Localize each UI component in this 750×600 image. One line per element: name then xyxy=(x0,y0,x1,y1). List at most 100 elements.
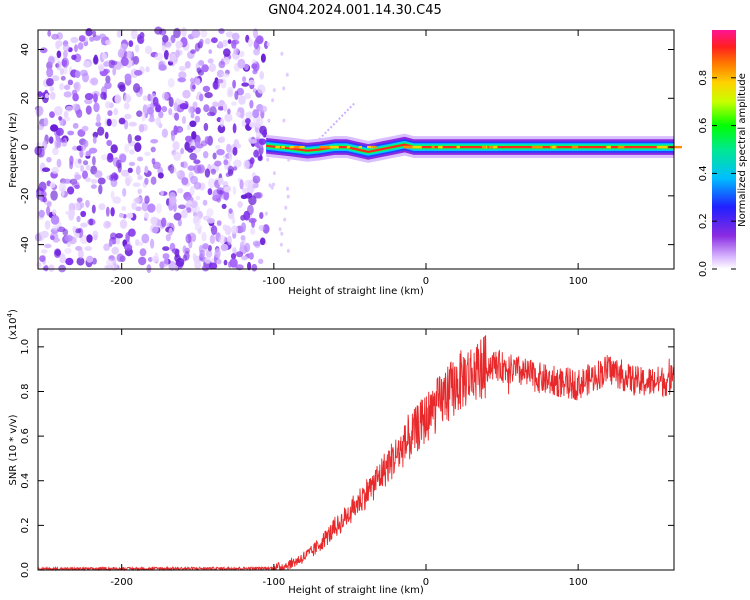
noise-blob xyxy=(64,248,72,254)
noise-blob xyxy=(56,158,62,168)
carrier-speck xyxy=(346,145,351,149)
noise-blob xyxy=(171,248,180,254)
noise-blob xyxy=(252,109,260,119)
snr-y-ticks: 0.0 0.2 0.4 0.6 0.8 1.0 xyxy=(20,339,674,578)
noise-blob xyxy=(191,29,201,39)
noise-blob xyxy=(211,37,218,44)
noise-blob xyxy=(189,185,195,196)
noise-blob xyxy=(44,93,49,99)
noise-blob xyxy=(133,55,140,65)
noise-blob xyxy=(56,50,62,59)
noise-blob xyxy=(110,60,118,66)
noise-blob xyxy=(67,130,75,136)
noise-blob xyxy=(170,34,176,44)
noise-blob xyxy=(212,152,217,160)
noise-blob xyxy=(202,243,209,250)
y-tick-label: 1.0 xyxy=(20,339,31,355)
noise-blob xyxy=(132,182,141,188)
noise-blob xyxy=(169,163,175,174)
noise-blob xyxy=(123,102,130,110)
noise-blob xyxy=(244,92,252,100)
noise-blob xyxy=(252,175,261,184)
noise-blob xyxy=(52,225,60,231)
noise-blob xyxy=(110,232,117,240)
noise-blob xyxy=(206,218,215,224)
noise-blob xyxy=(51,33,59,40)
noise-blob xyxy=(80,202,85,209)
noise-blob xyxy=(94,170,103,178)
noise-blob xyxy=(175,40,183,49)
snr-x-ticks: -200 -100 0 100 xyxy=(110,329,588,588)
noise-blob xyxy=(110,144,118,154)
noise-blob xyxy=(165,233,171,242)
y-tick-label: 40 xyxy=(20,43,31,56)
snr-x-label: Height of straight line (km) xyxy=(288,585,424,596)
colorbar-tick-label: 0.4 xyxy=(698,165,709,181)
noise-blob xyxy=(189,152,198,161)
spectrogram-y-label: Frequency (Hz) xyxy=(8,112,19,188)
noise-blob xyxy=(92,230,99,240)
noise-blob xyxy=(91,204,96,214)
noise-blob xyxy=(49,182,56,189)
noise-blob xyxy=(82,60,91,68)
noise-blob xyxy=(181,27,187,37)
noise-blob xyxy=(199,38,204,46)
noise-blob xyxy=(259,212,264,219)
noise-blob xyxy=(177,188,184,194)
noise-blob xyxy=(228,151,233,162)
y-tick-label: 0.0 xyxy=(20,562,31,578)
noise-blob xyxy=(93,102,100,113)
noise-blob xyxy=(72,93,79,102)
noise-blob xyxy=(116,30,122,38)
noise-blob xyxy=(61,186,65,197)
noise-blob xyxy=(171,131,175,142)
noise-blob xyxy=(174,112,180,121)
noise-blob xyxy=(124,93,131,104)
noise-blob xyxy=(180,147,185,155)
noise-blob xyxy=(38,181,47,192)
noise-blob xyxy=(193,159,201,164)
noise-blob xyxy=(110,190,115,200)
noise-blob xyxy=(142,95,148,101)
noise-blob xyxy=(221,72,230,78)
noise-blob xyxy=(55,127,64,136)
carrier-speck xyxy=(493,145,498,149)
noise-blob xyxy=(161,44,167,52)
noise-blob xyxy=(76,108,83,118)
noise-blob xyxy=(248,217,257,224)
noise-blob xyxy=(266,157,270,162)
noise-blob xyxy=(133,83,141,93)
noise-blob xyxy=(187,200,193,206)
x-tick-label: -100 xyxy=(262,276,285,287)
noise-blob xyxy=(192,252,197,261)
noise-blob xyxy=(272,182,275,187)
noise-blob xyxy=(137,174,143,181)
noise-blob xyxy=(136,110,143,117)
noise-blob xyxy=(76,215,81,223)
noise-blob xyxy=(55,40,63,48)
carrier-speck xyxy=(481,145,487,149)
colorbar-gradient xyxy=(712,30,736,269)
noise-blob xyxy=(116,159,122,169)
noise-blob xyxy=(158,111,164,119)
noise-blob xyxy=(184,61,191,69)
noise-blob xyxy=(223,103,228,112)
noise-blob xyxy=(271,98,275,103)
noise-blob xyxy=(77,129,86,137)
noise-blob xyxy=(217,124,226,134)
noise-blob xyxy=(84,98,93,105)
noise-blob xyxy=(44,243,52,249)
noise-blob xyxy=(147,106,154,115)
carrier-speck xyxy=(571,145,579,149)
noise-blob xyxy=(280,231,284,236)
noise-blob xyxy=(232,123,237,134)
noise-blob xyxy=(161,106,168,113)
noise-blob xyxy=(63,110,69,118)
y-tick-label: -20 xyxy=(20,188,31,204)
noise-blob xyxy=(43,264,49,272)
noise-blob xyxy=(218,41,223,48)
noise-blob xyxy=(116,253,124,262)
snr-panel: -200 -100 0 100 0.0 0.2 0.4 0.6 0.8 1.0 Height o… xyxy=(6,309,675,596)
noise-blob xyxy=(255,122,260,128)
noise-blob xyxy=(102,68,110,74)
